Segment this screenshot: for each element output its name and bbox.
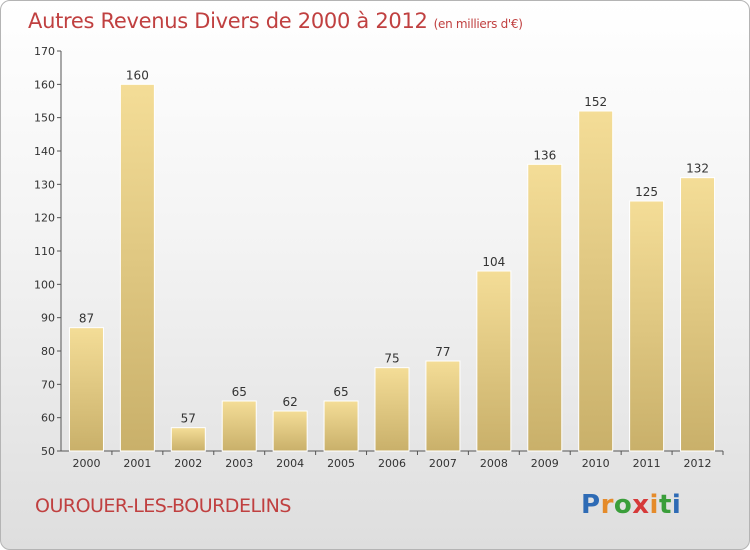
x-tick-label: 2004 xyxy=(276,457,304,470)
data-label: 125 xyxy=(635,185,658,199)
chart-axes: 50 60 70 80 90 100 110 120 130 140 150 160 170 xyxy=(34,45,724,458)
data-label: 152 xyxy=(584,95,607,109)
bar xyxy=(221,400,257,452)
data-label: 104 xyxy=(482,255,505,269)
chart-labels: 87 2000 160 2001 57 2002 65 2003 62 2004 65 2005 75 2… xyxy=(72,68,711,470)
data-label: 65 xyxy=(333,385,348,399)
logo-letter: r xyxy=(600,490,614,520)
x-tick-label: 2012 xyxy=(684,457,712,470)
chart-unit: (en milliers d'€) xyxy=(433,17,523,31)
data-label: 65 xyxy=(232,385,247,399)
data-label: 160 xyxy=(126,68,149,82)
bar xyxy=(476,270,512,452)
y-tick-label: 80 xyxy=(41,345,55,358)
bar xyxy=(578,110,614,452)
chart-title: Autres Revenus Divers de 2000 à 2012 (en … xyxy=(28,9,523,33)
logo-letter: o xyxy=(613,490,633,520)
bar xyxy=(323,400,359,452)
y-tick-label: 130 xyxy=(34,178,55,191)
y-tick-label: 110 xyxy=(34,245,55,258)
y-tick-label: 100 xyxy=(34,278,55,291)
y-tick-label: 50 xyxy=(41,445,55,458)
data-label: 75 xyxy=(384,352,399,366)
bar xyxy=(119,83,155,452)
chart-bars xyxy=(68,83,716,452)
x-tick-label: 2003 xyxy=(225,457,253,470)
bar xyxy=(680,177,716,452)
x-tick-label: 2009 xyxy=(531,457,559,470)
bar xyxy=(272,410,308,452)
y-tick-label: 60 xyxy=(41,412,55,425)
logo-letter: P xyxy=(581,490,601,520)
chart-title-text: Autres Revenus Divers de 2000 à 2012 xyxy=(28,9,428,33)
x-tick-label: 2001 xyxy=(123,457,151,470)
x-tick-label: 2011 xyxy=(633,457,661,470)
bar xyxy=(68,327,104,452)
bar xyxy=(629,200,665,452)
logo-letter: x xyxy=(632,490,650,520)
x-tick-label: 2007 xyxy=(429,457,457,470)
y-tick-label: 150 xyxy=(34,112,55,125)
y-tick-label: 160 xyxy=(34,78,55,91)
y-tick-label: 90 xyxy=(41,312,55,325)
bar xyxy=(374,367,410,452)
commune-name: OUROUER-LES-BOURDELINS xyxy=(35,495,291,517)
x-tick-label: 2006 xyxy=(378,457,406,470)
logo-letter: t xyxy=(658,490,672,520)
bar xyxy=(527,163,563,452)
x-tick-label: 2008 xyxy=(480,457,508,470)
bar xyxy=(170,427,206,452)
bar xyxy=(425,360,461,452)
x-tick-label: 2002 xyxy=(174,457,202,470)
y-tick-label: 170 xyxy=(34,45,55,58)
x-tick-label: 2005 xyxy=(327,457,355,470)
data-label: 62 xyxy=(283,395,298,409)
proxiti-logo: Proxiti xyxy=(581,490,681,520)
x-tick-label: 2000 xyxy=(72,457,100,470)
data-label: 77 xyxy=(435,345,450,359)
y-tick-label: 70 xyxy=(41,378,55,391)
y-tick-label: 120 xyxy=(34,212,55,225)
data-label: 136 xyxy=(533,148,556,162)
x-tick-label: 2010 xyxy=(582,457,610,470)
data-label: 87 xyxy=(79,312,94,326)
data-label: 132 xyxy=(686,162,709,176)
y-tick-label: 140 xyxy=(34,145,55,158)
logo-letter: i xyxy=(671,490,682,520)
data-label: 57 xyxy=(181,412,196,426)
logo-letter: i xyxy=(649,490,659,520)
